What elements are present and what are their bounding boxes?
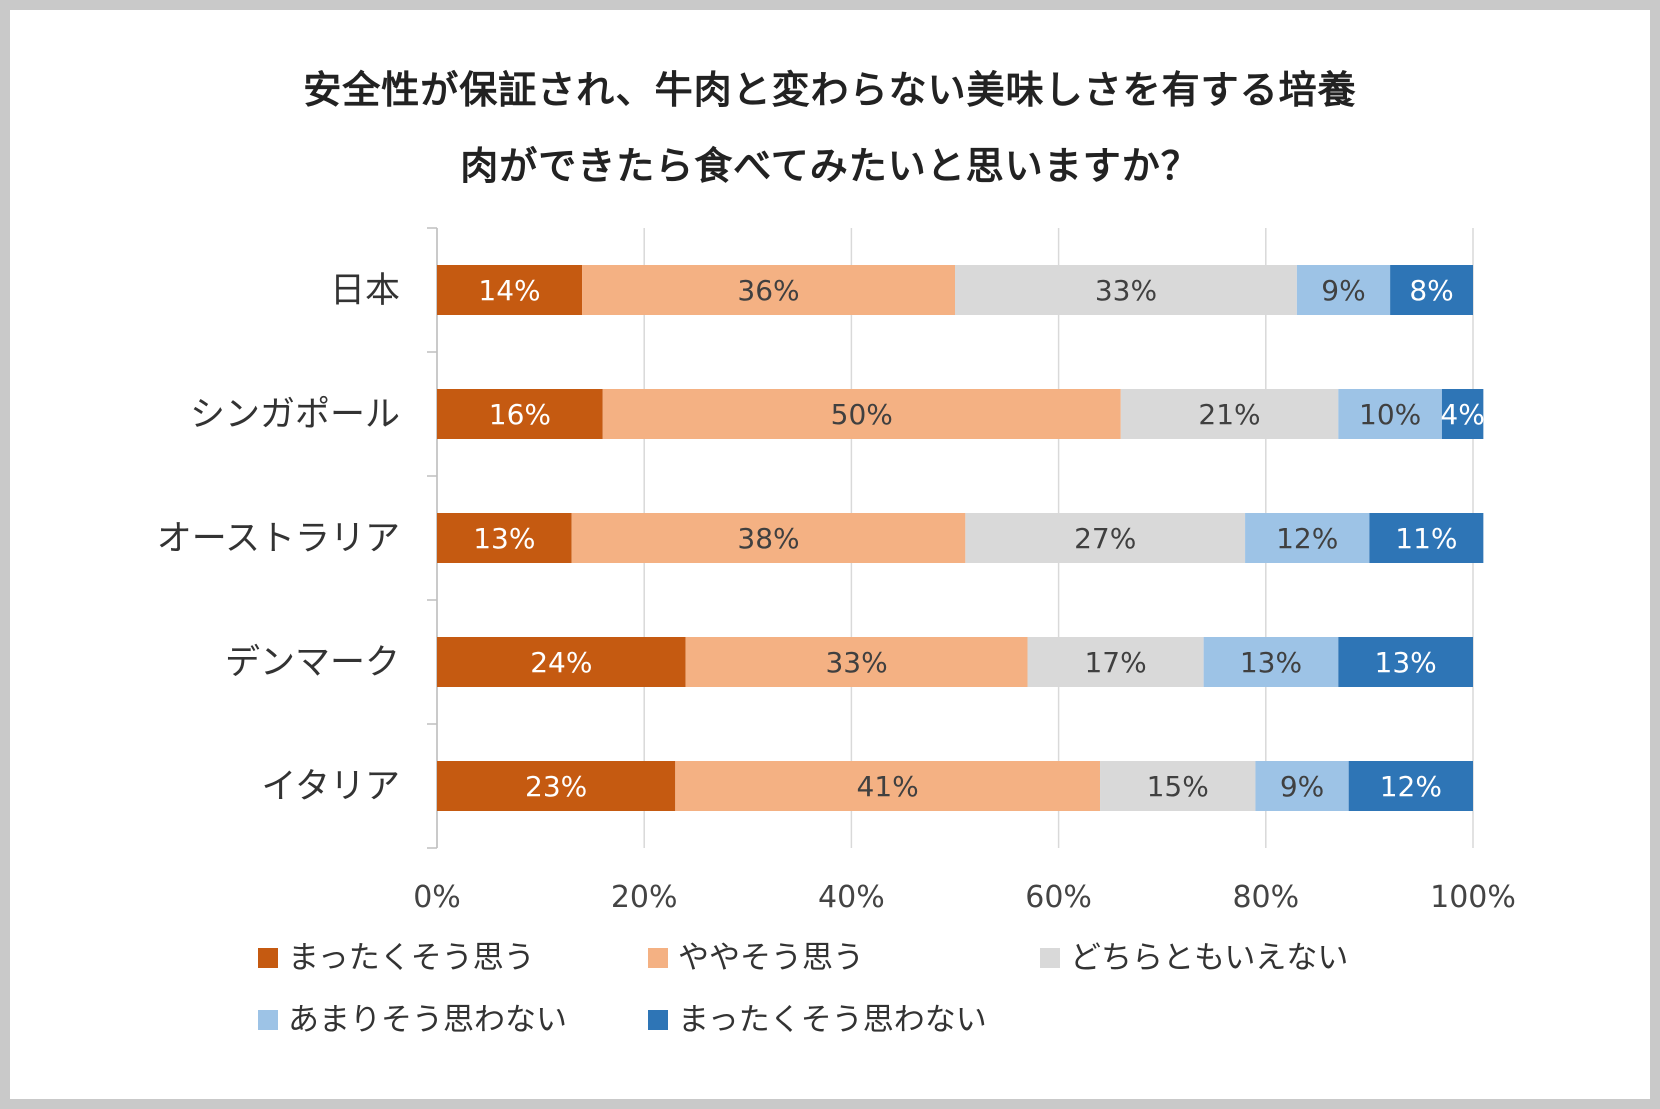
data-label: 4% [1440,398,1484,431]
bar-segment [1245,513,1370,563]
category-label: シンガポール [190,395,400,435]
category-label: イタリア [261,767,400,807]
data-label: 38% [737,522,799,555]
data-label: 33% [825,646,887,679]
bar-segment [1441,389,1484,439]
bar-segment [1338,389,1442,439]
legend-label: まったくそう思う [288,940,535,976]
category-label: デンマーク [225,643,400,683]
data-label: 24% [530,646,592,679]
bar-segment [1120,389,1339,439]
x-tick-label: 80% [1232,880,1299,915]
data-label: 36% [737,274,799,307]
legend-swatch [648,948,668,968]
category-label: オーストラリア [157,519,400,559]
chart-title: 安全性が保証され、牛肉と変わらない美味しさを有する培養 肉ができたら食べてみたい… [0,52,1660,204]
bar-segment [955,265,1297,315]
bar-segment [602,389,1121,439]
data-label: 16% [489,398,551,431]
data-label: 21% [1198,398,1260,431]
x-tick-label: 100% [1430,880,1516,915]
data-label: 10% [1359,398,1421,431]
bar-segment [437,637,686,687]
legend-label: どちらともいえない [1070,940,1348,976]
data-label: 14% [478,274,540,307]
bar-segment [1100,761,1256,811]
bar-segment [1255,761,1349,811]
data-label: 13% [1375,646,1437,679]
data-label: 13% [1240,646,1302,679]
legend-swatch [258,1010,278,1030]
data-label: 15% [1147,770,1209,803]
x-tick-label: 20% [611,880,678,915]
data-label: 23% [525,770,587,803]
data-label: 12% [1276,522,1338,555]
legend-swatch [258,948,278,968]
bar-segment [1027,637,1204,687]
data-label: 8% [1409,274,1453,307]
bar-segment [1390,265,1473,315]
bar-segment [685,637,1028,687]
bar-segment [675,761,1101,811]
legend-label: あまりそう思わない [288,1002,567,1038]
x-tick-label: 60% [1025,880,1092,915]
data-label: 13% [473,522,535,555]
chart-title-line-2: 肉ができたら食べてみたいと思いますか？ [460,144,1200,188]
data-label: 12% [1380,770,1442,803]
bar-segment [1338,637,1473,687]
bar-segment [582,265,955,315]
bar-segment [571,513,966,563]
bar-segment [965,513,1246,563]
x-tick-label: 0% [413,880,461,915]
bar-segment [437,761,676,811]
data-label: 50% [831,398,893,431]
bar-segment [437,513,572,563]
bar-segment [1369,513,1484,563]
data-label: 11% [1395,522,1457,555]
bar-segment [1348,761,1473,811]
bar-segment [437,265,583,315]
legend-label: ややそう思う [678,940,864,976]
legend-label: まったくそう思わない [678,1002,987,1038]
legend-swatch [648,1010,668,1030]
data-label: 41% [857,770,919,803]
bar-segment [437,389,603,439]
data-label: 9% [1321,274,1365,307]
data-label: 17% [1084,646,1146,679]
x-tick-label: 40% [818,880,885,915]
data-label: 33% [1095,274,1157,307]
data-label: 27% [1074,522,1136,555]
category-label: 日本 [330,271,400,311]
data-label: 9% [1280,770,1324,803]
chart-title-line-1: 安全性が保証され、牛肉と変わらない美味しさを有する培養 [303,68,1357,112]
bar-segment [1296,265,1391,315]
legend-swatch [1040,948,1060,968]
bar-segment [1203,637,1339,687]
